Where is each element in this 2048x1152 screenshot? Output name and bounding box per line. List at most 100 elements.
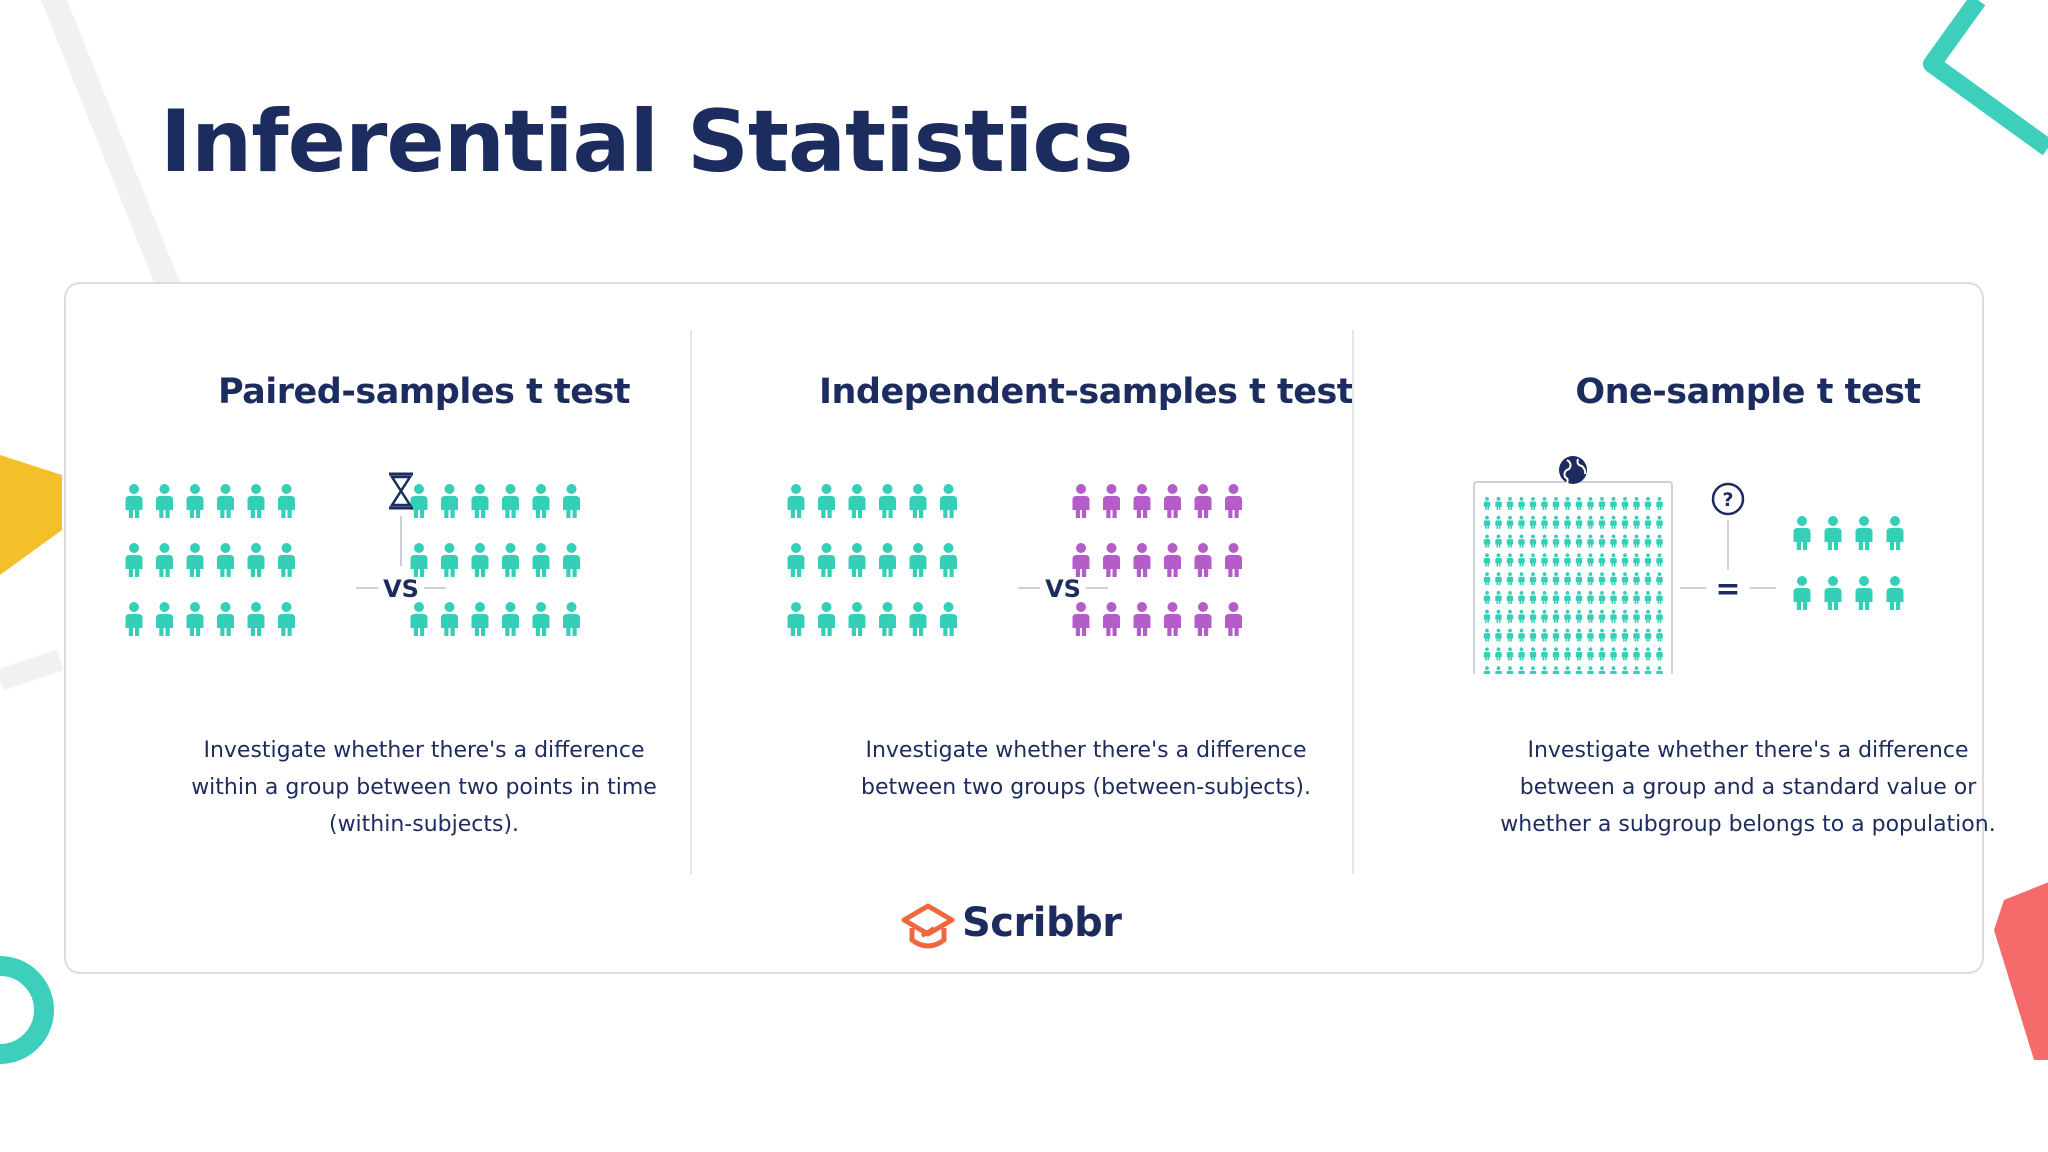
person-icon (1518, 515, 1525, 529)
panel-heading: Independent-samples t test (818, 372, 1354, 412)
person-icon (1598, 534, 1606, 548)
person-icon (940, 602, 957, 636)
person-icon (532, 602, 550, 636)
person-icon (1541, 628, 1548, 642)
person-icon (1103, 543, 1120, 577)
person-icon (410, 484, 428, 518)
person-icon (909, 602, 927, 636)
person-icon (879, 484, 896, 518)
person-icon (1518, 666, 1525, 674)
person-icon (156, 602, 173, 636)
person-icon (1506, 572, 1514, 586)
panel-description: Investigate whether there's a difference… (1418, 732, 2048, 843)
person-icon (1610, 572, 1617, 586)
person-icon (1133, 543, 1151, 577)
decorative-yellow-triangle (0, 455, 62, 575)
person-icon (1656, 628, 1663, 642)
person-icon (125, 602, 143, 636)
group-before (125, 484, 295, 636)
person-icon (1518, 572, 1525, 586)
person-icon (1529, 497, 1537, 510)
person-icon (1506, 647, 1514, 661)
person-icon (1506, 666, 1514, 674)
person-icon (532, 484, 550, 518)
person-icon (1598, 515, 1606, 529)
person-icon (1644, 553, 1652, 567)
person-icon (1598, 591, 1606, 604)
person-icon (1483, 497, 1491, 510)
description-line: Investigate whether there's a difference (865, 738, 1307, 763)
person-icon (1541, 609, 1548, 623)
decorative-teal-ring (0, 956, 54, 1064)
person-icon (1483, 591, 1491, 604)
person-icon (1644, 666, 1652, 674)
person-icon (1633, 647, 1640, 661)
person-icon (1529, 534, 1537, 548)
person-icon (1529, 647, 1537, 661)
person-icon (1564, 628, 1571, 642)
panel-heading: One-sample t test (1575, 372, 1921, 412)
person-icon (1644, 647, 1652, 661)
person-icon (1793, 516, 1811, 550)
person-icon (1518, 647, 1525, 661)
paired-samples-illustration: VS (125, 472, 580, 636)
person-icon (278, 484, 295, 518)
person-icon (1518, 534, 1525, 548)
person-icon (1483, 666, 1491, 674)
person-icon (1575, 534, 1583, 548)
person-icon (1164, 602, 1181, 636)
panel-paired-samples: Paired-samples t test VS Investigate whe… (94, 284, 754, 904)
vs-label: VS (1045, 575, 1081, 603)
person-icon (1587, 609, 1594, 623)
person-icon (1621, 572, 1629, 586)
person-icon (848, 602, 866, 636)
person-icon (1495, 572, 1502, 586)
person-icon (156, 484, 173, 518)
person-icon (1587, 572, 1594, 586)
person-icon (563, 543, 580, 577)
person-icon (1598, 628, 1606, 642)
panel-one-sample: One-sample t test ? = Investigate whethe… (1418, 284, 2048, 904)
person-icon (879, 543, 896, 577)
person-icon (278, 543, 295, 577)
person-icon (1541, 515, 1548, 529)
person-icon (532, 543, 550, 577)
person-icon (1506, 515, 1514, 529)
person-icon (818, 543, 835, 577)
person-icon (1133, 484, 1151, 518)
person-icon (502, 602, 519, 636)
person-icon (186, 602, 204, 636)
person-icon (1587, 534, 1594, 548)
person-icon (1575, 647, 1583, 661)
person-icon (1072, 484, 1090, 518)
person-icon (1194, 602, 1212, 636)
person-icon (1506, 553, 1514, 567)
person-icon (1541, 666, 1548, 674)
population-box (1473, 481, 1673, 674)
person-icon (1541, 591, 1548, 604)
person-icon (1518, 497, 1525, 510)
person-icon (1644, 497, 1652, 510)
person-icon (1587, 628, 1594, 642)
person-icon (1656, 534, 1663, 548)
person-icon (1855, 576, 1873, 610)
person-icon (1483, 553, 1491, 567)
person-icon (1529, 628, 1537, 642)
description-line: Investigate whether there's a difference (203, 738, 645, 763)
person-icon (1506, 497, 1514, 510)
person-icon (1824, 576, 1842, 610)
person-icon (563, 602, 580, 636)
person-icon (1656, 497, 1663, 510)
person-icon (1575, 666, 1583, 674)
person-icon (1483, 647, 1491, 661)
person-icon (1656, 591, 1663, 604)
person-icon (1564, 497, 1571, 510)
person-icon (471, 543, 489, 577)
person-icon (1656, 647, 1663, 661)
person-icon (502, 484, 519, 518)
person-icon (1633, 572, 1640, 586)
person-icon (1495, 515, 1502, 529)
person-icon (848, 543, 866, 577)
vs-label: VS (383, 575, 419, 603)
person-icon (156, 543, 173, 577)
